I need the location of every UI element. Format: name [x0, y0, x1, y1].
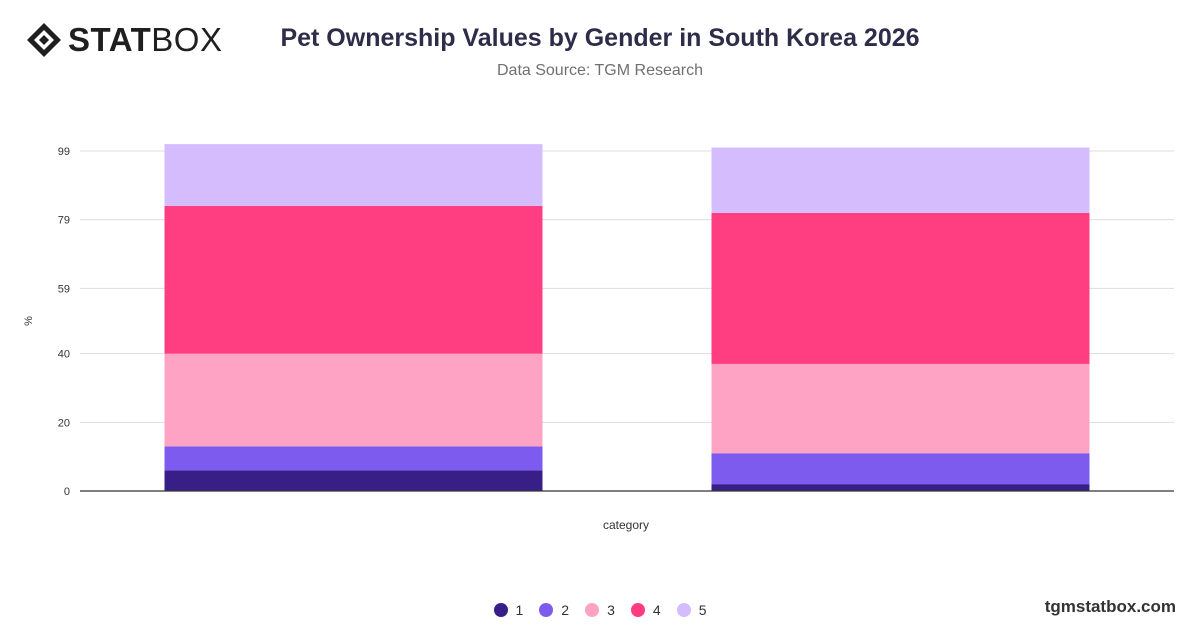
bar-segment-2-1 — [164, 446, 543, 471]
chart-legend: 1 2 3 4 5 — [0, 602, 1200, 618]
legend-label: 1 — [515, 602, 524, 618]
legend-swatch — [676, 603, 691, 617]
legend-item-3[interactable]: 3 — [585, 602, 615, 618]
legend-swatch — [539, 603, 554, 617]
y-tick-label: 59 — [58, 283, 70, 295]
y-tick-label: 99 — [58, 146, 70, 158]
bar-segment-3-2 — [711, 363, 1090, 454]
y-tick-label: 0 — [64, 486, 70, 498]
y-tick-label: 40 — [58, 349, 70, 361]
bar-segment-4-1 — [164, 205, 543, 354]
legend-label: 3 — [607, 602, 615, 618]
y-tick-label: 20 — [58, 417, 70, 429]
statbox-diamond-icon — [27, 23, 61, 57]
bar-segment-1-2 — [711, 484, 1090, 491]
chart-subtitle: Data Source: TGM Research — [496, 62, 703, 79]
legend-item-2[interactable]: 2 — [539, 602, 569, 618]
bar-segment-5-1 — [164, 144, 543, 206]
legend-label: 2 — [561, 602, 570, 618]
bar-segment-5-2 — [711, 147, 1090, 213]
legend-swatch — [630, 603, 645, 617]
x-axis-label: category — [603, 518, 649, 532]
chart-title: Pet Ownership Values by Gender in South … — [280, 24, 920, 52]
legend-item-5[interactable]: 5 — [676, 602, 707, 618]
bar-segment-4-2 — [711, 212, 1090, 364]
statbox-logo: STATBOX — [26, 22, 222, 58]
legend-label: 5 — [698, 602, 707, 618]
footer-website: tgmstatbox.com — [1044, 597, 1176, 616]
legend-item-4[interactable]: 4 — [630, 602, 661, 618]
y-tick-label: 79 — [58, 215, 70, 227]
legend-label: 4 — [652, 602, 661, 618]
y-axis-label: % — [23, 316, 35, 326]
logo-text: STATBOX — [68, 21, 223, 58]
legend-swatch — [585, 603, 600, 617]
legend-item-1[interactable]: 1 — [493, 602, 524, 618]
bar-segment-3-1 — [164, 353, 543, 447]
bar-segment-2-2 — [711, 453, 1090, 485]
legend-swatch — [493, 603, 508, 617]
bar-segment-1-1 — [164, 470, 543, 491]
